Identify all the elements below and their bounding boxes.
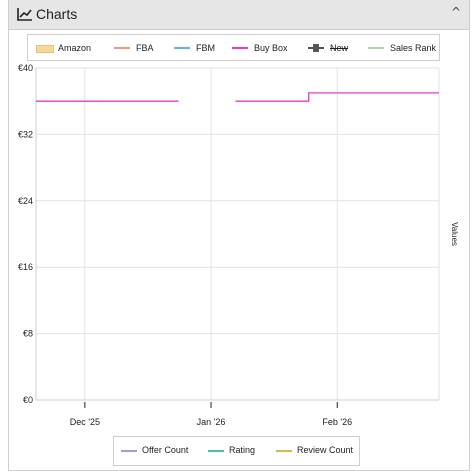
x-tick-label: Feb '26 — [322, 417, 352, 427]
y-tick-label: €8 — [23, 329, 33, 339]
collapse-icon[interactable]: ^ — [450, 5, 461, 19]
legend-swatch — [174, 47, 190, 49]
x-tick-label: Jan '26 — [197, 417, 226, 427]
x-tick-label: Dec '25 — [70, 417, 100, 427]
panel-title: Charts — [36, 6, 78, 22]
series-line-buy-box — [235, 92, 439, 102]
price-history-chart: €0 €8 €16 €24 €32 €40 Dec '25 Jan '26 Feb '26 Val… — [18, 63, 459, 427]
legend-label: Buy Box — [254, 43, 288, 53]
secondary-chart-legend: Offer Count Rating Review Count — [113, 436, 360, 466]
y-tick-label: €16 — [18, 262, 33, 272]
legend-label: FBM — [196, 43, 215, 53]
legend-label: New — [330, 43, 349, 53]
legend-swatch — [36, 45, 54, 53]
legend-swatch — [232, 47, 248, 49]
legend-label: Review Count — [297, 445, 354, 455]
chart-legend: Amazon FBA FBM Buy Box New Sales Rank — [27, 34, 440, 61]
line-chart-icon — [17, 8, 32, 21]
y-axis-label: Values — [450, 222, 459, 246]
y-tick-label: €32 — [18, 129, 33, 139]
legend-swatch — [208, 450, 224, 452]
legend-swatch — [114, 47, 130, 49]
legend-label: Sales Rank — [390, 43, 437, 53]
charts-panel-header[interactable]: Charts ^ — [9, 0, 469, 30]
y-tick-label: €40 — [18, 63, 33, 73]
legend-swatch — [368, 47, 384, 49]
legend-swatch — [121, 450, 137, 452]
legend-swatch — [276, 450, 292, 452]
legend-label: Offer Count — [142, 445, 189, 455]
legend-label: Amazon — [58, 43, 92, 53]
y-tick-label: €24 — [18, 196, 33, 206]
legend-label: FBA — [136, 43, 154, 53]
legend-label: Rating — [229, 445, 256, 455]
legend-swatch — [308, 44, 324, 52]
y-tick-label: €0 — [23, 395, 33, 405]
